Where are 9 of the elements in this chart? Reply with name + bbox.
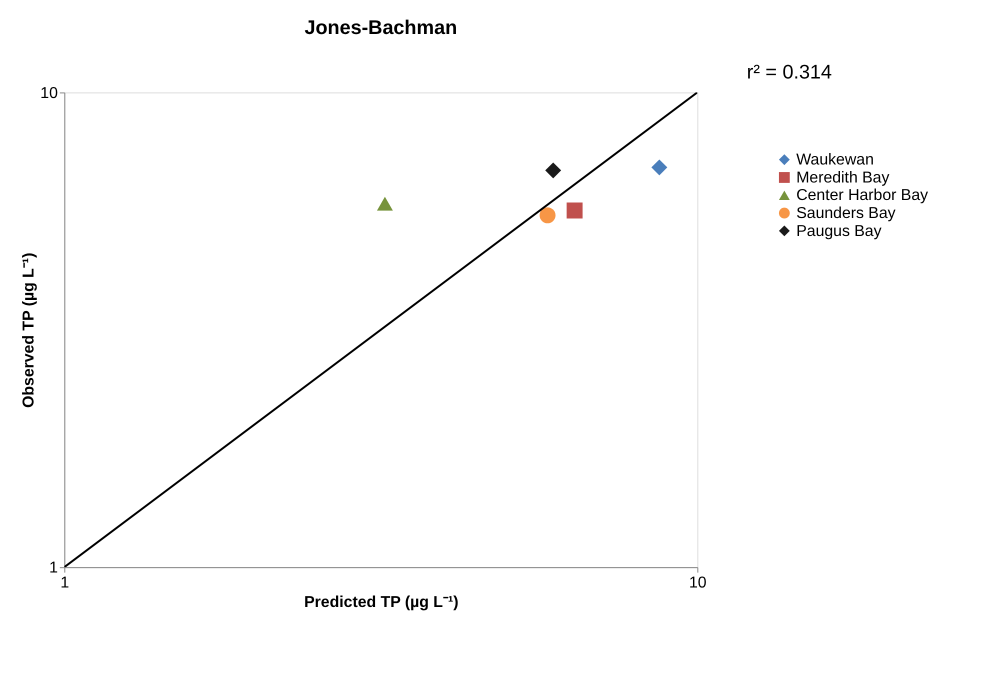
legend-label: Saunders Bay xyxy=(796,205,896,222)
chart-title: Jones-Bachman xyxy=(304,17,458,40)
text: r² = 0.314 xyxy=(746,62,832,84)
legend-label: Center Harbor Bay xyxy=(796,187,928,204)
x-axis-title: Predicted TP (µg L⁻¹) xyxy=(304,594,458,612)
legend-label: Waukewan xyxy=(796,152,874,169)
legend-label: Paugus Bay xyxy=(796,222,882,240)
y-axis-title: Observed TP (µg L⁻¹) xyxy=(20,252,38,408)
legend-label: Meredith Bay xyxy=(796,169,890,186)
